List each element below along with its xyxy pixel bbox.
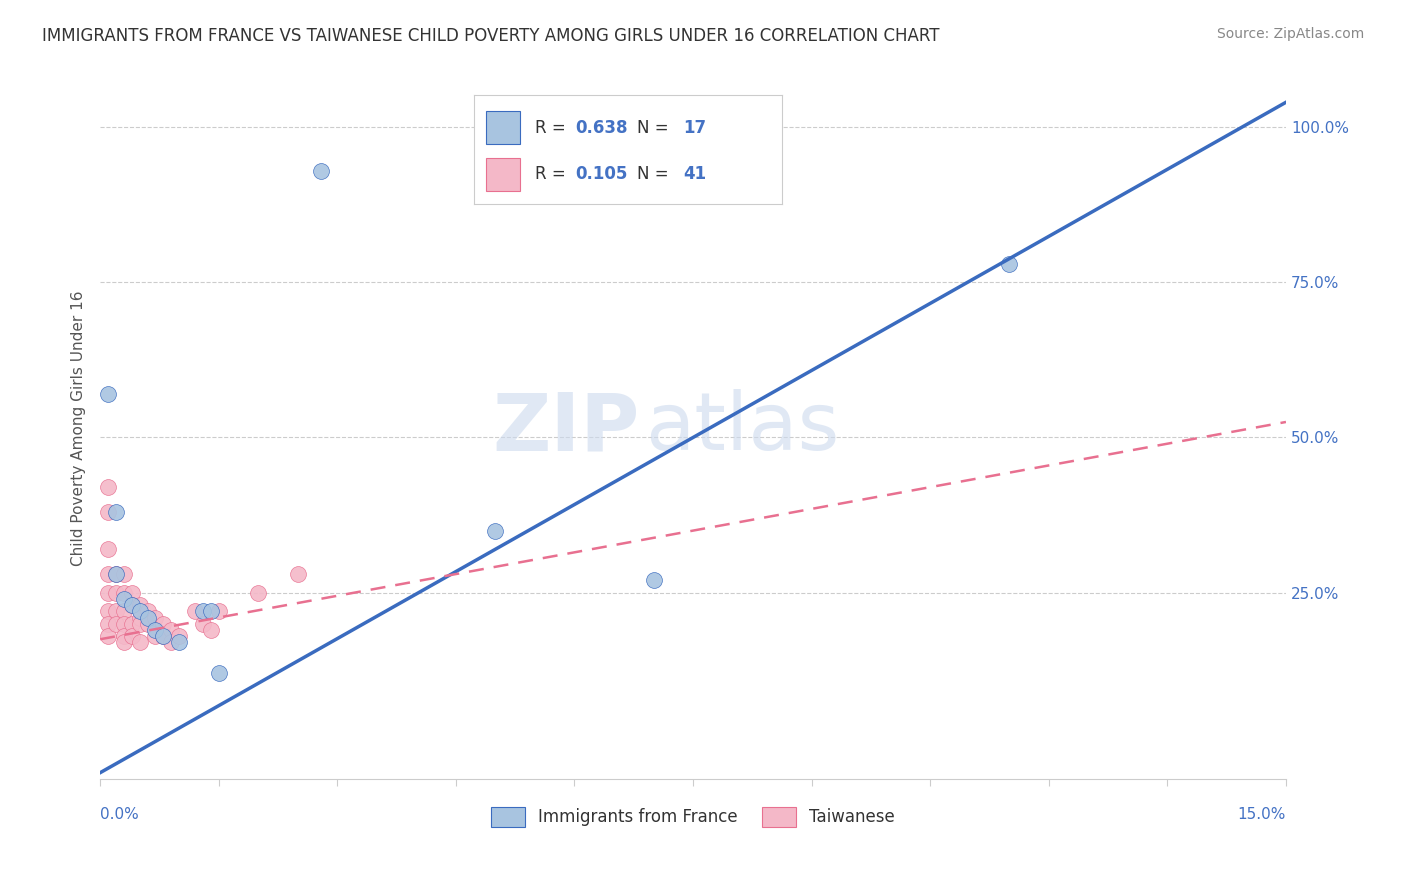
Point: [112, 604, 135, 618]
Point: [104, 616, 127, 631]
Point: [97, 567, 120, 582]
Text: Source: ZipAtlas.com: Source: ZipAtlas.com: [1216, 27, 1364, 41]
Point: [136, 616, 159, 631]
Point: [152, 616, 174, 631]
Point: [128, 604, 150, 618]
Point: [104, 505, 127, 519]
Point: [121, 598, 143, 612]
Point: [97, 387, 120, 401]
Point: [167, 629, 190, 643]
Point: [200, 623, 222, 637]
Point: [643, 574, 665, 588]
Point: [97, 585, 120, 599]
Point: [97, 629, 120, 643]
Y-axis label: Child Poverty Among Girls Under 16: Child Poverty Among Girls Under 16: [72, 291, 86, 566]
Point: [247, 585, 270, 599]
Point: [112, 585, 135, 599]
Point: [128, 616, 150, 631]
Point: [136, 604, 159, 618]
Point: [136, 610, 159, 624]
Point: [121, 598, 143, 612]
Point: [112, 635, 135, 649]
Point: [311, 163, 333, 178]
Point: [184, 604, 207, 618]
Point: [104, 567, 127, 582]
Text: 15.0%: 15.0%: [1237, 807, 1286, 822]
Point: [121, 629, 143, 643]
Point: [97, 604, 120, 618]
Point: [152, 629, 174, 643]
Point: [112, 567, 135, 582]
Point: [484, 524, 506, 538]
Point: [112, 616, 135, 631]
Point: [208, 604, 231, 618]
Point: [287, 567, 309, 582]
Point: [104, 585, 127, 599]
Text: atlas: atlas: [645, 389, 839, 467]
Point: [152, 629, 174, 643]
Legend: Immigrants from France, Taiwanese: Immigrants from France, Taiwanese: [485, 800, 901, 834]
Point: [104, 604, 127, 618]
Point: [998, 257, 1021, 271]
Text: IMMIGRANTS FROM FRANCE VS TAIWANESE CHILD POVERTY AMONG GIRLS UNDER 16 CORRELATI: IMMIGRANTS FROM FRANCE VS TAIWANESE CHIL…: [42, 27, 939, 45]
Point: [97, 542, 120, 557]
Point: [208, 666, 231, 681]
Point: [200, 604, 222, 618]
Point: [145, 629, 167, 643]
Point: [191, 604, 214, 618]
Point: [121, 616, 143, 631]
Point: [112, 591, 135, 606]
Point: [145, 623, 167, 637]
Point: [160, 635, 183, 649]
Point: [112, 629, 135, 643]
Point: [145, 610, 167, 624]
Point: [97, 505, 120, 519]
Point: [128, 598, 150, 612]
Text: 0.0%: 0.0%: [100, 807, 139, 822]
Point: [104, 567, 127, 582]
Point: [160, 623, 183, 637]
Point: [128, 610, 150, 624]
Point: [97, 480, 120, 494]
Point: [121, 585, 143, 599]
Point: [128, 635, 150, 649]
Point: [97, 616, 120, 631]
Point: [167, 635, 190, 649]
Point: [191, 616, 214, 631]
Text: ZIP: ZIP: [492, 389, 640, 467]
